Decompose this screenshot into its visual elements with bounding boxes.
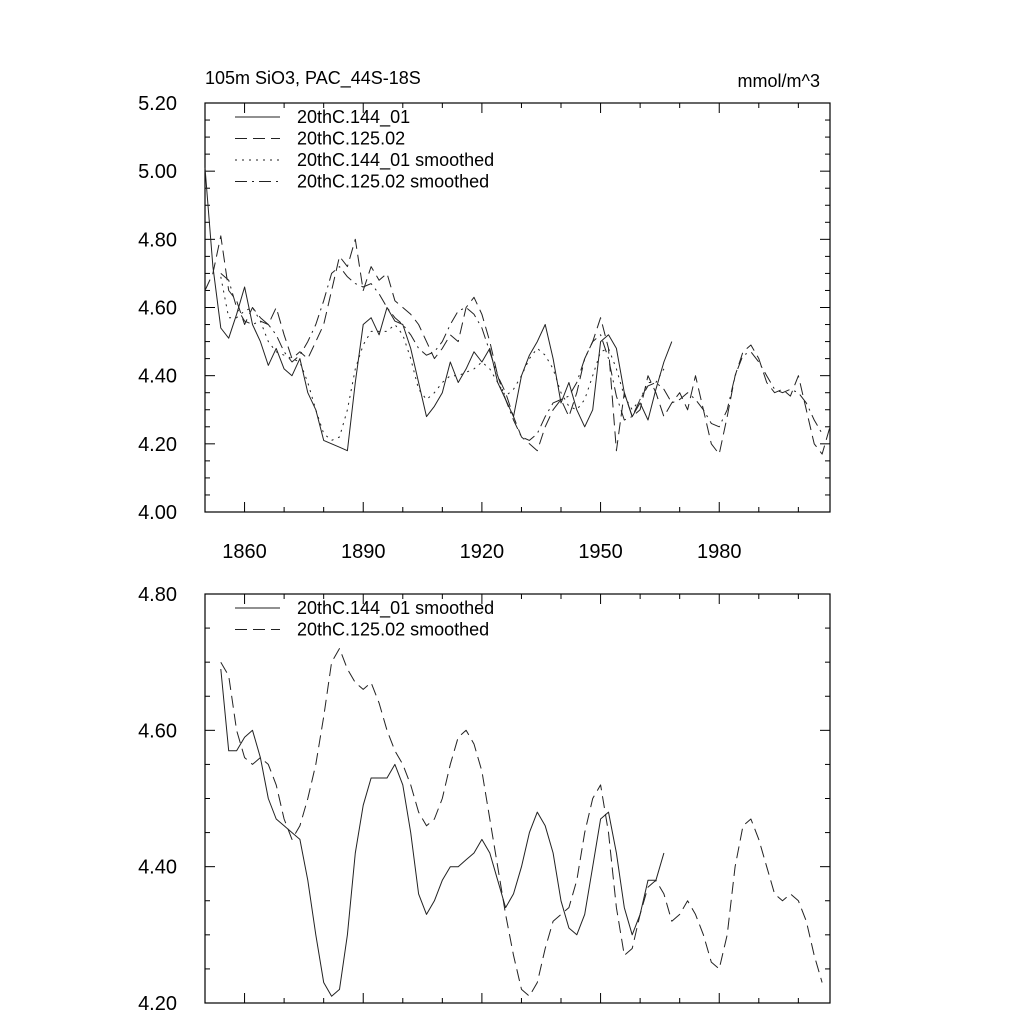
legend-label-1: 20thC.144_01	[297, 107, 410, 128]
top-panel: 105m SiO3, PAC_44S-18S mmol/m^3 4.00 4.20…	[138, 68, 831, 563]
series-line-2	[220, 648, 823, 997]
x-tick-label: 1950	[578, 541, 623, 563]
y-tick-label: 4.60	[138, 298, 177, 320]
x-tick-label: 1920	[460, 541, 505, 563]
legend-label-1: 20thC.144_01 smoothed	[297, 598, 494, 619]
series-line-1	[220, 668, 665, 997]
plot-frame	[204, 593, 831, 1004]
y-tick-label: 5.00	[138, 161, 177, 183]
series-line-3	[220, 276, 665, 441]
series-line-4	[220, 266, 823, 441]
x-tick-label: 1860	[222, 541, 267, 563]
x-tick-label: 1890	[341, 541, 386, 563]
top-panel-units: mmol/m^3	[738, 71, 820, 91]
series-line-1	[204, 167, 673, 452]
y-tick-label: 4.80	[138, 584, 177, 606]
y-tick-label: 4.00	[138, 502, 177, 524]
y-tick-label: 4.20	[138, 434, 177, 456]
legend-label-2: 20thC.125.02	[297, 129, 405, 149]
legend-label-2: 20thC.125.02 smoothed	[297, 620, 489, 640]
x-tick-label: 1980	[697, 541, 742, 563]
bottom-panel: 4.20 4.40 4.60 4.80 20thC.144_01 smoothed20t…	[138, 584, 831, 1015]
series-line-2	[204, 235, 831, 455]
y-tick-label: 4.80	[138, 229, 177, 251]
y-tick-label: 4.40	[138, 366, 177, 388]
top-panel-title: 105m SiO3, PAC_44S-18S	[205, 68, 421, 89]
y-tick-label: 4.60	[138, 720, 177, 742]
legend-label-4: 20thC.125.02 smoothed	[297, 172, 489, 192]
legend-label-3: 20thC.144_01 smoothed	[297, 150, 494, 171]
y-tick-label: 4.40	[138, 857, 177, 879]
y-tick-label: 4.20	[138, 993, 177, 1015]
y-tick-label: 5.20	[138, 93, 177, 115]
